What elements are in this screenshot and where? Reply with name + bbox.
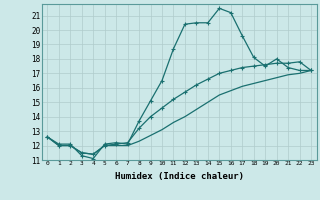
- X-axis label: Humidex (Indice chaleur): Humidex (Indice chaleur): [115, 172, 244, 181]
